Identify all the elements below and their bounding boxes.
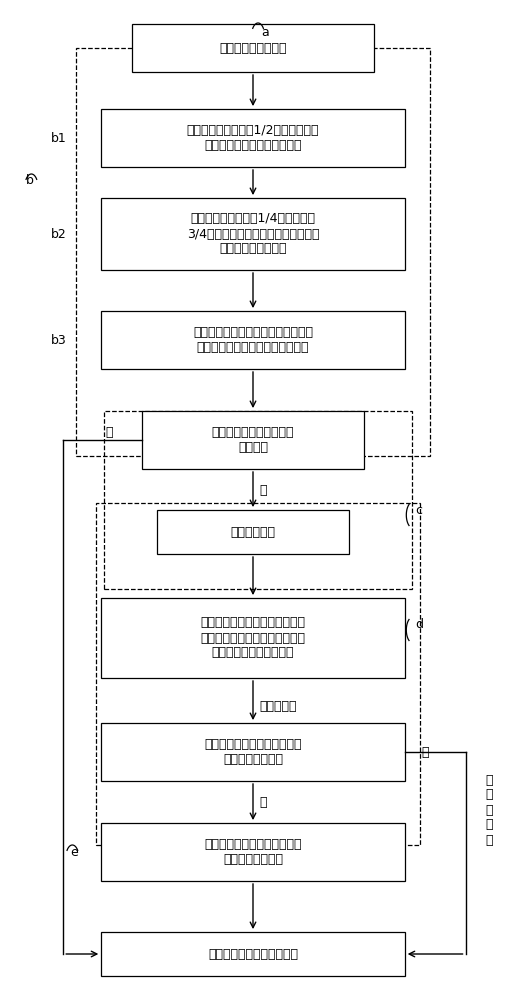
Text: 判断切割后的图片中是否
存在人脸: 判断切割后的图片中是否 存在人脸 [211, 426, 294, 454]
Text: 识别人脸信息: 识别人脸信息 [230, 526, 275, 538]
Text: 在原图片中沿横向的1/4位置处以及
3/4位置处切割，依次形成第三图片、
第四图片、第五图片: 在原图片中沿横向的1/4位置处以及 3/4位置处切割，依次形成第三图片、 第四图… [186, 213, 319, 255]
Bar [101, 823, 404, 881]
Bar [76, 48, 429, 456]
Bar [101, 311, 404, 369]
Bar [101, 198, 404, 270]
Text: 获取尺寸较大的第一图片、第二图片
以及第四图片上传人脸识别服务器: 获取尺寸较大的第一图片、第二图片 以及第四图片上传人脸识别服务器 [192, 326, 313, 354]
Text: a: a [261, 25, 268, 38]
Text: 是: 是 [259, 796, 266, 808]
Bar [96, 503, 419, 845]
Bar [101, 723, 404, 781]
Bar [157, 510, 348, 554]
Text: b3: b3 [50, 334, 66, 347]
Bar [141, 411, 364, 469]
Text: e: e [70, 846, 77, 858]
Text: 在原图片中沿横向的1/2位置处切割，
依次形成第一图片和第二图片: 在原图片中沿横向的1/2位置处切割， 依次形成第一图片和第二图片 [186, 124, 319, 152]
Bar [101, 598, 404, 678]
Bar [101, 109, 404, 167]
Bar [131, 24, 374, 72]
Text: b2: b2 [50, 228, 66, 240]
Text: 否: 否 [105, 426, 112, 440]
Text: 将识别出的人脸信息与数据库中
预存的人脸信息对比，筛选出相
似度最高的预存人脸信息: 将识别出的人脸信息与数据库中 预存的人脸信息对比，筛选出相 似度最高的预存人脸信… [200, 616, 305, 660]
Bar [104, 411, 412, 589]
Text: c: c [414, 504, 421, 516]
Text: 无
相
似
人
脸: 无 相 似 人 脸 [485, 774, 492, 846]
Bar [101, 932, 404, 976]
Text: 否: 否 [421, 746, 428, 758]
Text: 抓拍课堂中的原图片: 抓拍课堂中的原图片 [219, 41, 286, 54]
Text: 获取对应该人脸信息的人员的
身份信息进行签到: 获取对应该人脸信息的人员的 身份信息进行签到 [204, 838, 301, 866]
Text: b1: b1 [50, 131, 66, 144]
Text: 判断预存人脸信息的相似度是
否高于相似度阈值: 判断预存人脸信息的相似度是 否高于相似度阈值 [204, 738, 301, 766]
Text: d: d [414, 618, 422, 632]
Text: 有相似人脸: 有相似人脸 [259, 700, 296, 712]
Text: 是: 是 [259, 484, 266, 496]
Text: 结束并进入下一次采集识别: 结束并进入下一次采集识别 [208, 948, 297, 960]
Text: b: b [26, 174, 34, 186]
